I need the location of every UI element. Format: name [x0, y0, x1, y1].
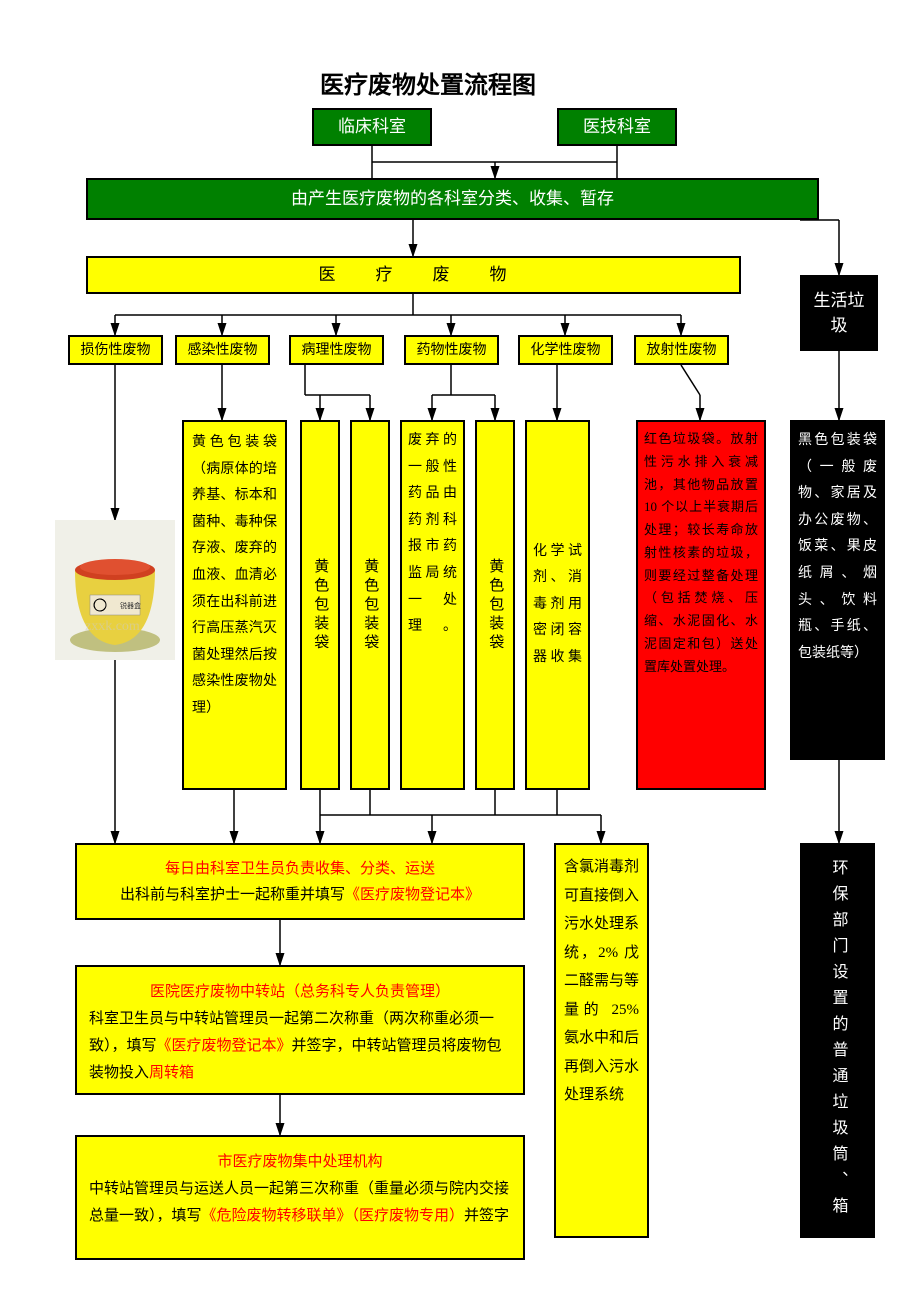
- node-env: 环保部门设置的普通垃圾筒、箱: [800, 843, 875, 1238]
- sharps-container-icon: 锐器盒 zxxk.com: [55, 520, 175, 660]
- svg-text:zxxk.com: zxxk.com: [85, 619, 140, 634]
- node-cat3: 病理性废物: [289, 335, 384, 365]
- node-cat6: 放射性废物: [634, 335, 729, 365]
- node-desc2: 黄色包装袋（病原体的培养基、标本和菌种、毒种保存液、废弃的血液、血清必须在出科前…: [182, 420, 287, 790]
- node-step2: 医院医疗废物中转站（总务科专人负责管理） 科室卫生员与中转站管理员一起第二次称重…: [75, 965, 525, 1095]
- node-clinical: 临床科室: [312, 108, 432, 146]
- node-desc5: 化学试剂、消毒剂用密闭容器收集: [525, 420, 590, 790]
- node-desc4a: 废弃的一般性药品由药剂科报市药监局统一处理。: [400, 420, 465, 790]
- svg-text:锐器盒: 锐器盒: [120, 601, 141, 610]
- node-cat4: 药物性废物: [404, 335, 499, 365]
- node-desc3b: 黄色包装袋: [350, 420, 390, 790]
- node-chlorine: 含氯消毒剂可直接倒入污水处理系统，2% 戊二醛需与等量的 25%氨水中和后再倒入…: [554, 843, 649, 1238]
- node-cat2: 感染性废物: [175, 335, 270, 365]
- node-descH: 黑色包装袋（一般废物、家居及办公废物、饭菜、果皮纸屑、烟头、饮料瓶、手纸、包装纸…: [790, 420, 885, 760]
- node-cat1: 损伤性废物: [68, 335, 163, 365]
- page-title: 医疗废物处置流程图: [320, 65, 536, 100]
- node-step3: 市医疗废物集中处理机构 中转站管理员与运送人员一起第三次称重（重量必须与院内交接…: [75, 1135, 525, 1260]
- node-medtech: 医技科室: [557, 108, 677, 146]
- node-medwaste: 医 疗 废 物: [86, 256, 741, 294]
- node-household: 生活垃圾: [800, 275, 878, 351]
- node-desc3a: 黄色包装袋: [300, 420, 340, 790]
- node-collect: 由产生医疗废物的各科室分类、收集、暂存: [86, 178, 819, 220]
- node-desc6: 红色垃圾袋。放射性污水排入衰减池，其他物品放置 10 个以上半衰期后处理；较长寿…: [636, 420, 766, 790]
- node-cat5: 化学性废物: [518, 335, 613, 365]
- node-desc4b: 黄色包装袋: [475, 420, 515, 790]
- node-step1: 每日由科室卫生员负责收集、分类、运送 出科前与科室护士一起称重并填写《医疗废物登…: [75, 843, 525, 920]
